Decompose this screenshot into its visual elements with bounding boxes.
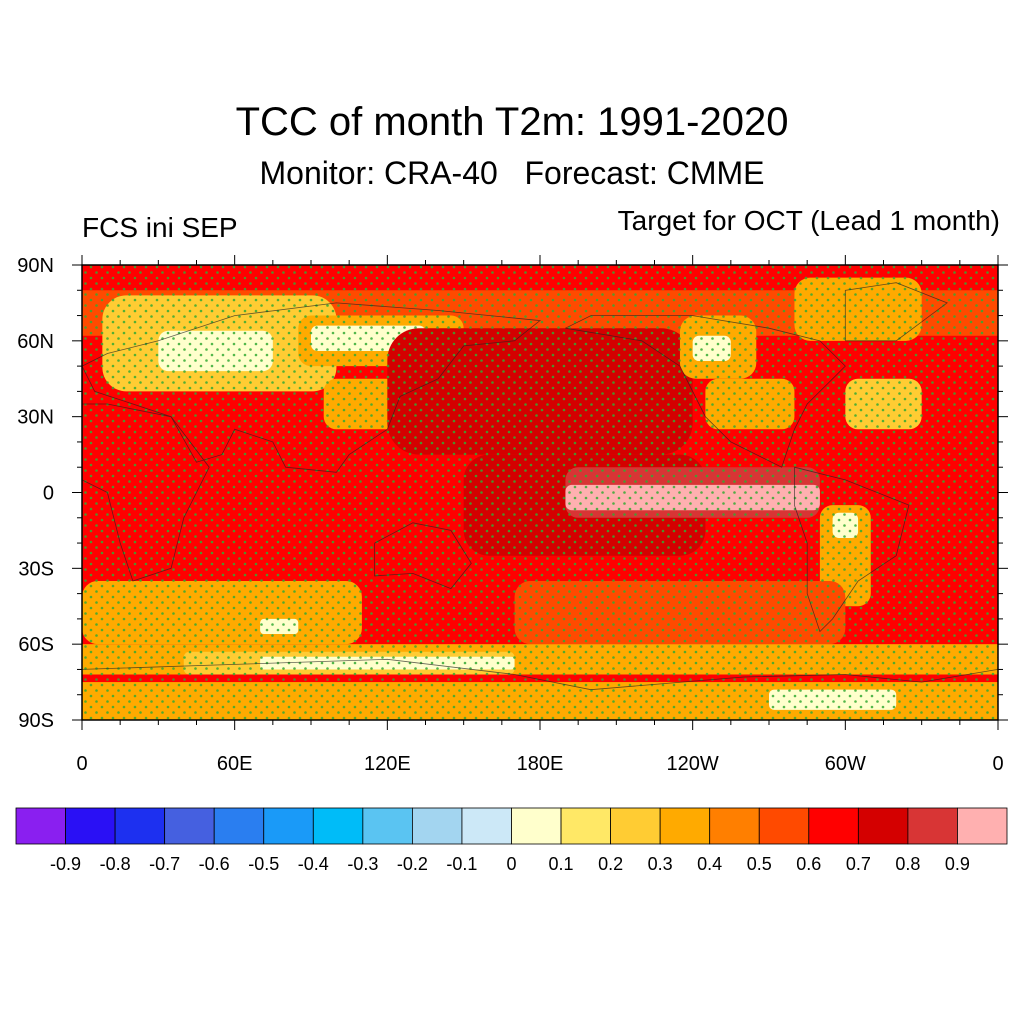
colorbar-label: 0: [506, 854, 516, 874]
colorbar-swatch: [65, 807, 116, 845]
colorbar-swatch: [907, 807, 958, 845]
x-tick-label: 60W: [825, 753, 866, 775]
coastline-0: [81, 302, 542, 473]
coastline-1: [81, 403, 210, 582]
axis-ticks: 0 60E 120E 180E 120W 60W 0 90N 60N 30N 0 30S 60S 90S: [17, 255, 1008, 775]
coastline-6: [81, 658, 999, 691]
chart-title: TCC of month T2m: 1991-2020: [235, 100, 789, 144]
colorbar-label: -0.1: [446, 854, 477, 874]
colorbar-label: 0.5: [747, 854, 772, 874]
colorbar-swatch: [362, 807, 413, 845]
colorbar-label: -0.2: [397, 854, 428, 874]
coastline-3: [565, 315, 846, 468]
colorbar-label: 0.7: [846, 854, 871, 874]
colorbar-label: -0.9: [50, 854, 81, 874]
colorbar-label: -0.4: [298, 854, 329, 874]
significance-stipple: [82, 265, 998, 720]
colorbar-swatch: [709, 807, 760, 845]
colorbar-label: 0.8: [895, 854, 920, 874]
colorbar-swatch: [411, 807, 463, 845]
y-tick-label: 60S: [18, 634, 54, 656]
x-tick-label: 60E: [217, 753, 253, 775]
coastline-2: [374, 522, 472, 590]
colorbar-label: -0.3: [347, 854, 378, 874]
colorbar-label: 0.2: [598, 854, 623, 874]
coastlines: [81, 282, 999, 691]
colorbar-swatch: [511, 807, 562, 845]
y-tick-label: 0: [43, 483, 54, 505]
colorbar-swatch: [857, 807, 909, 845]
colorbar-label: 0.6: [796, 854, 821, 874]
colorbar-label: 0.9: [945, 854, 970, 874]
colorbar-swatch: [15, 807, 66, 845]
colorbar-label: -0.8: [100, 854, 131, 874]
x-tick-label: 180E: [517, 753, 564, 775]
colorbar-swatch: [213, 807, 265, 845]
coastline-5: [844, 282, 948, 342]
coastline-4: [794, 466, 910, 633]
colorbar-swatch: [312, 807, 364, 845]
y-tick-label: 30N: [17, 407, 54, 429]
colorbar-swatch: [461, 807, 512, 845]
y-tick-label: 90N: [17, 255, 54, 277]
y-tick-label: 30S: [18, 558, 54, 580]
x-tick-label: 0: [76, 753, 87, 775]
colorbar-label: -0.6: [199, 854, 230, 874]
colorbar-label: -0.5: [248, 854, 279, 874]
colorbar-swatch: [560, 807, 611, 845]
x-tick-label: 120W: [667, 753, 719, 775]
colorbar-swatch: [114, 807, 166, 845]
chart-subtitle: Monitor: CRA-40 Forecast: CMME: [259, 155, 765, 191]
colorbar-swatch: [808, 807, 859, 845]
colorbar: -0.9 -0.8 -0.7 -0.6 -0.5 -0.4 -0.3 -0.2 -0.1 0 0.1…: [15, 807, 1008, 874]
colorbar-label: 0.3: [648, 854, 673, 874]
y-tick-label: 90S: [18, 710, 54, 732]
x-tick-label: 0: [992, 753, 1003, 775]
target-label: Target for OCT (Lead 1 month): [617, 205, 1000, 236]
colorbar-swatch: [758, 807, 810, 845]
colorbar-swatch: [957, 807, 1008, 845]
colorbar-label: 0.4: [697, 854, 722, 874]
x-tick-label: 120E: [364, 753, 411, 775]
colorbar-swatch: [164, 807, 215, 845]
colorbar-label: 0.1: [549, 854, 574, 874]
colorbar-label: -0.7: [149, 854, 180, 874]
colorbar-swatch: [610, 807, 661, 845]
colorbar-swatch: [263, 807, 314, 845]
colorbar-swatch: [659, 807, 711, 845]
y-tick-label: 60N: [17, 331, 54, 353]
init-label: FCS ini SEP: [82, 212, 238, 243]
